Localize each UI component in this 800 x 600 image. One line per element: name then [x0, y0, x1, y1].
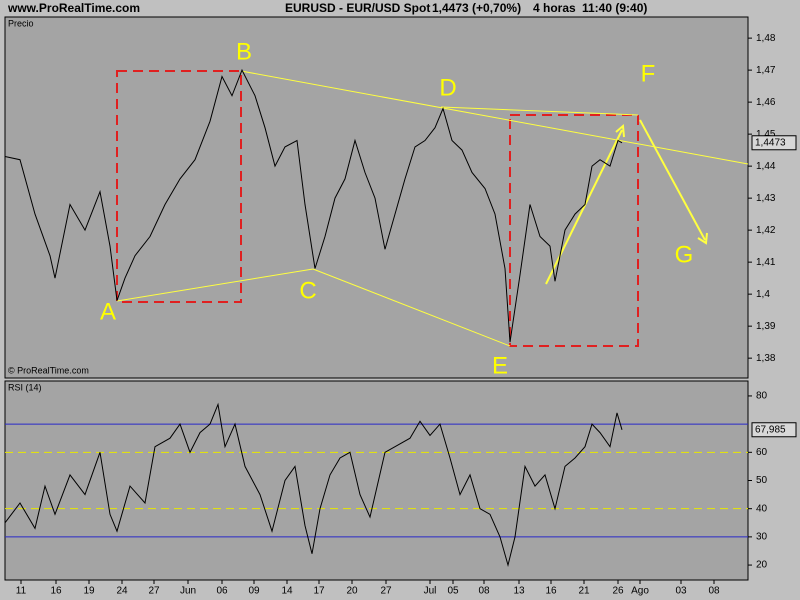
y-tick-label: 1,4 [756, 289, 770, 300]
x-tick-label: 19 [83, 586, 95, 597]
x-tick-label: 16 [545, 586, 557, 597]
trend-line [440, 106, 639, 116]
box [116, 70, 242, 303]
last-value-box [751, 135, 797, 151]
y-tick-label: 40 [756, 503, 768, 514]
y-tick-label: 60 [756, 447, 768, 458]
annotation: D [439, 74, 456, 101]
time: 11:40 (9:40) [582, 1, 647, 15]
trend-line [312, 268, 511, 347]
copyright: © ProRealTime.com [8, 365, 89, 375]
annotation: B [236, 38, 252, 65]
x-tick-label: 05 [447, 586, 459, 597]
x-tick-label: 08 [478, 586, 490, 597]
annotation: E [492, 352, 508, 379]
y-tick-label: 1,44 [756, 161, 776, 172]
box [509, 114, 639, 347]
x-tick-label: 27 [380, 586, 392, 597]
y-tick-label: 80 [756, 391, 768, 402]
trend-line [116, 268, 314, 302]
y-tick-label: 1,47 [756, 65, 776, 76]
x-tick-label: 14 [281, 586, 293, 597]
y-tick-label: 20 [756, 560, 768, 571]
x-tick-label: 13 [513, 586, 525, 597]
symbol: EURUSD - EUR/USD Spot [285, 1, 430, 15]
y-tick-label: 1,42 [756, 225, 776, 236]
arrow [545, 129, 623, 285]
last-value-label: 67,985 [755, 424, 786, 435]
x-tick-label: 21 [578, 586, 590, 597]
rsi-panel [4, 380, 749, 581]
annotation-lines [116, 70, 749, 347]
x-tick-label: 27 [148, 586, 160, 597]
last-value-label: 1,4473 [755, 137, 786, 148]
y-tick-label: 30 [756, 532, 768, 543]
x-tick-label: Jun [180, 586, 196, 597]
y-tick-label: 1,45 [756, 129, 776, 140]
arrow [639, 119, 706, 241]
y-tick-label: 1,41 [756, 257, 776, 268]
x-tick-label: 17 [313, 586, 325, 597]
series-name: Precio [8, 18, 34, 28]
x-tick-label: Ago [631, 586, 649, 597]
y-tick-label: 1,43 [756, 193, 776, 204]
trend-line [240, 70, 749, 165]
x-tick-label: Jul [424, 586, 437, 597]
y-tick-label: 1,48 [756, 33, 776, 44]
annotation: F [641, 60, 656, 87]
y-tick-label: 1,38 [756, 353, 776, 364]
annotation: G [675, 241, 694, 268]
y-tick-label: 1,39 [756, 321, 776, 332]
y-tick-label: 50 [756, 475, 768, 486]
site: www.ProRealTime.com [7, 1, 140, 15]
last-value-box [751, 422, 797, 438]
x-tick-label: 09 [248, 586, 260, 597]
x-tick-label: 26 [612, 586, 624, 597]
arrow-head [697, 232, 708, 245]
x-tick-label: 16 [50, 586, 62, 597]
series-line [4, 68, 623, 343]
arrow-head [615, 123, 625, 138]
y-tick-label: 1,46 [756, 97, 776, 108]
x-tick-label: 11 [16, 586, 27, 597]
annotation: A [100, 298, 116, 325]
annotation: C [299, 277, 316, 304]
quote: 1,4473 (+0,70%) [432, 1, 521, 15]
series-line [4, 402, 623, 568]
x-tick-label: 03 [675, 586, 687, 597]
x-tick-label: 20 [346, 586, 358, 597]
period: 4 horas [533, 1, 576, 15]
x-tick-label: 24 [116, 586, 128, 597]
price-panel [4, 16, 749, 379]
x-tick-label: 06 [216, 586, 228, 597]
series-name: RSI (14) [8, 382, 42, 392]
plot: 1,48 1,47 1,46 1,45 1,44 1,43 1,42 1,41 1,4 1,39 1… [4, 33, 797, 597]
x-tick-label: 08 [708, 586, 720, 597]
